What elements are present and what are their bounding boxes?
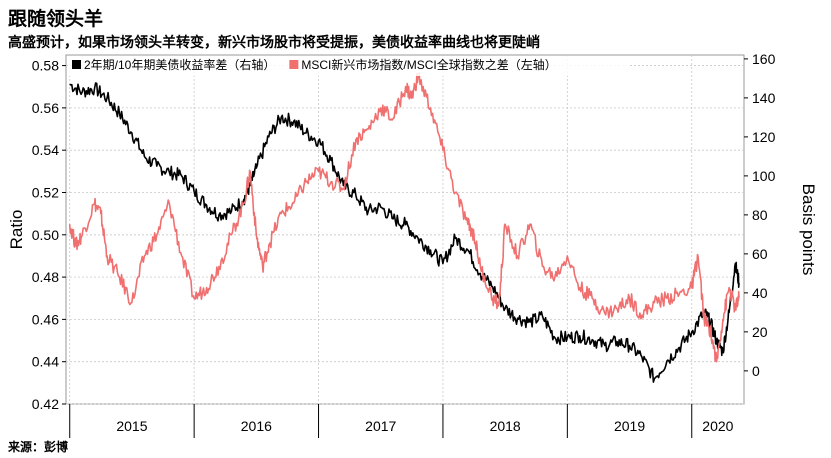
left-axis-tick-label: 0.48 [32, 269, 59, 285]
x-axis-tick-label: 2019 [614, 418, 645, 434]
legend-label: 2年期/10年期美债收益率差（右轴） [84, 57, 275, 72]
left-axis-tick-label: 0.52 [32, 184, 59, 200]
left-axis-title: Ratio [7, 210, 26, 250]
right-axis-tick-label: 80 [752, 207, 768, 223]
x-axis-tick-label: 2016 [241, 418, 272, 434]
left-axis-tick-label: 0.46 [32, 311, 59, 327]
chart-title: 跟随领头羊 [8, 8, 104, 30]
left-axis-tick-label: 0.44 [32, 354, 59, 370]
series-line-msci-ratio [68, 72, 740, 363]
legend-swatch [289, 60, 299, 69]
right-axis-title: Basis points [799, 184, 818, 276]
left-axis-tick-label: 0.56 [32, 100, 59, 116]
right-axis-tick-label: 40 [752, 285, 768, 301]
x-axis-tick-label: 2015 [116, 418, 147, 434]
left-axis-tick-label: 0.50 [32, 227, 59, 243]
series-line-treasury-spread [69, 82, 740, 383]
plot-area [65, 54, 745, 405]
x-axis-tick-label: 2020 [702, 418, 733, 434]
source-note: 来源：彭博 [8, 440, 69, 454]
legend-label: MSCI新兴市场指数/MSCI全球指数之差（左轴） [301, 57, 556, 72]
legend-swatch [72, 60, 81, 69]
chart-subtitle: 高盛预计，如果市场领头羊转变，新兴市场股市将受提振，美债收益率曲线也将更陡峭 [8, 35, 540, 51]
right-axis-tick-label: 0 [752, 363, 760, 379]
right-axis-tick-label: 20 [752, 324, 768, 340]
right-axis-tick-label: 60 [752, 246, 768, 262]
x-axis-tick-label: 2017 [365, 418, 396, 434]
right-axis-tick-label: 120 [752, 129, 776, 145]
x-axis-tick-label: 2018 [490, 418, 521, 434]
left-axis-tick-label: 0.58 [32, 58, 59, 74]
legend-box [68, 56, 628, 76]
right-axis-tick-label: 160 [752, 51, 776, 67]
right-axis-tick-label: 100 [752, 168, 776, 184]
left-axis-tick-label: 0.42 [32, 396, 59, 412]
left-axis-tick-label: 0.54 [32, 142, 59, 158]
right-axis-tick-label: 140 [752, 90, 776, 106]
